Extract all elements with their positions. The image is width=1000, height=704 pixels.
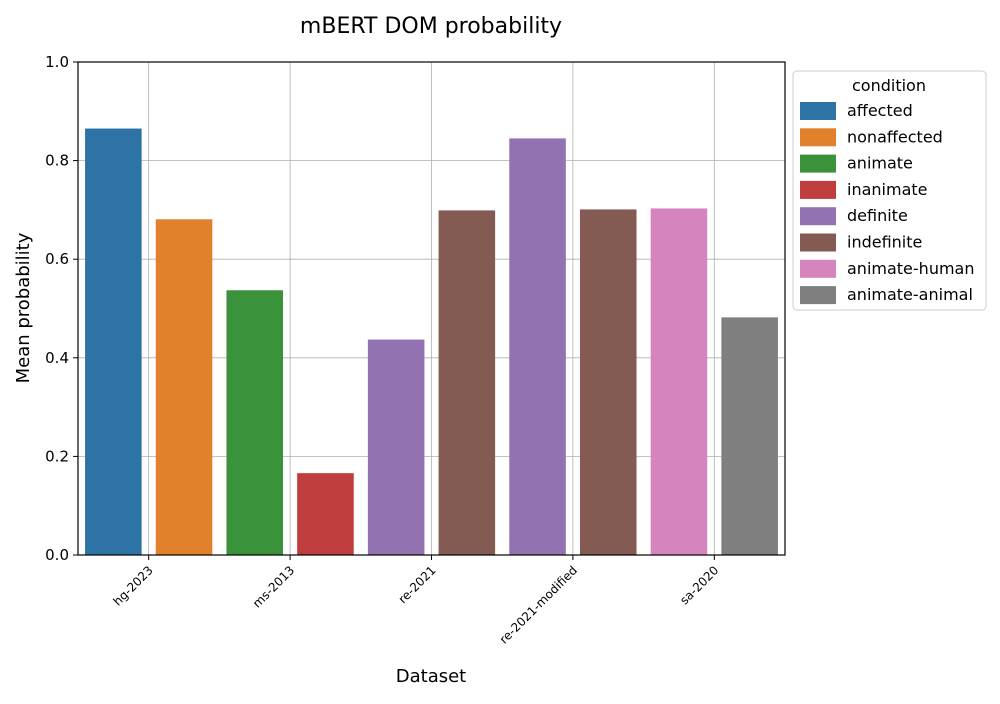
legend-title: condition: [852, 76, 926, 95]
legend-label: indefinite: [847, 233, 922, 252]
bar-ms-2013-animate: [226, 290, 284, 555]
legend-swatch-inanimate: [800, 180, 836, 199]
legend-swatch-indefinite: [800, 233, 836, 252]
bar-hg-2023-affected: [85, 128, 142, 555]
legend: condition affected nonaffected animate inan…: [792, 70, 987, 311]
bars: [85, 128, 778, 556]
y-tick-label: 0.2: [45, 447, 69, 465]
legend-box: [792, 70, 987, 311]
legend-swatch-nonaffected: [800, 128, 836, 147]
legend-label: nonaffected: [847, 127, 943, 146]
legend-label: inanimate: [847, 180, 927, 199]
bar-sa-2020-animate-animal: [721, 317, 778, 555]
chart-title: mBERT DOM probability: [300, 14, 562, 39]
bar-hg-2023-nonaffected: [155, 219, 213, 555]
bar-re-2021-definite: [367, 339, 425, 555]
bar-re-2021-indefinite: [438, 210, 496, 555]
y-tick-label: 1.0: [45, 53, 69, 71]
x-tick-label: ms-2013: [250, 563, 297, 610]
x-axis: hg-2023 ms-2013 re-2021 re-2021-modified sa-…: [111, 555, 721, 647]
legend-swatch-definite: [800, 207, 836, 226]
y-axis-label: Mean probability: [13, 232, 34, 383]
y-axis: 0.0 0.2 0.4 0.6 0.8 1.0: [45, 53, 78, 564]
legend-swatch-affected: [800, 102, 836, 120]
x-axis-label: Dataset: [396, 666, 467, 687]
x-tick-label: hg-2023: [111, 563, 156, 608]
x-tick-label: sa-2020: [677, 563, 721, 607]
legend-swatch-animate-human: [800, 259, 836, 278]
bar-re-2021-modified-indefinite: [579, 209, 637, 556]
y-tick-label: 0.4: [45, 349, 69, 367]
y-tick-label: 0.6: [45, 250, 69, 268]
legend-label: animate-animal: [847, 285, 973, 304]
bar-re-2021-modified-definite: [509, 138, 566, 556]
x-tick-label: re-2021-modified: [497, 563, 580, 646]
legend-swatch-animate: [800, 154, 836, 173]
bar-ms-2013-inanimate: [297, 473, 354, 555]
legend-label: animate: [847, 154, 913, 173]
legend-label: definite: [847, 206, 908, 225]
legend-swatch-animate-animal: [800, 286, 836, 305]
y-tick-label: 0.0: [45, 546, 69, 564]
x-tick-label: re-2021: [396, 563, 439, 606]
y-tick-label: 0.8: [45, 152, 69, 170]
legend-label: animate-human: [847, 259, 974, 278]
legend-label: affected: [847, 101, 913, 120]
bar-sa-2020-animate-human: [650, 208, 708, 555]
